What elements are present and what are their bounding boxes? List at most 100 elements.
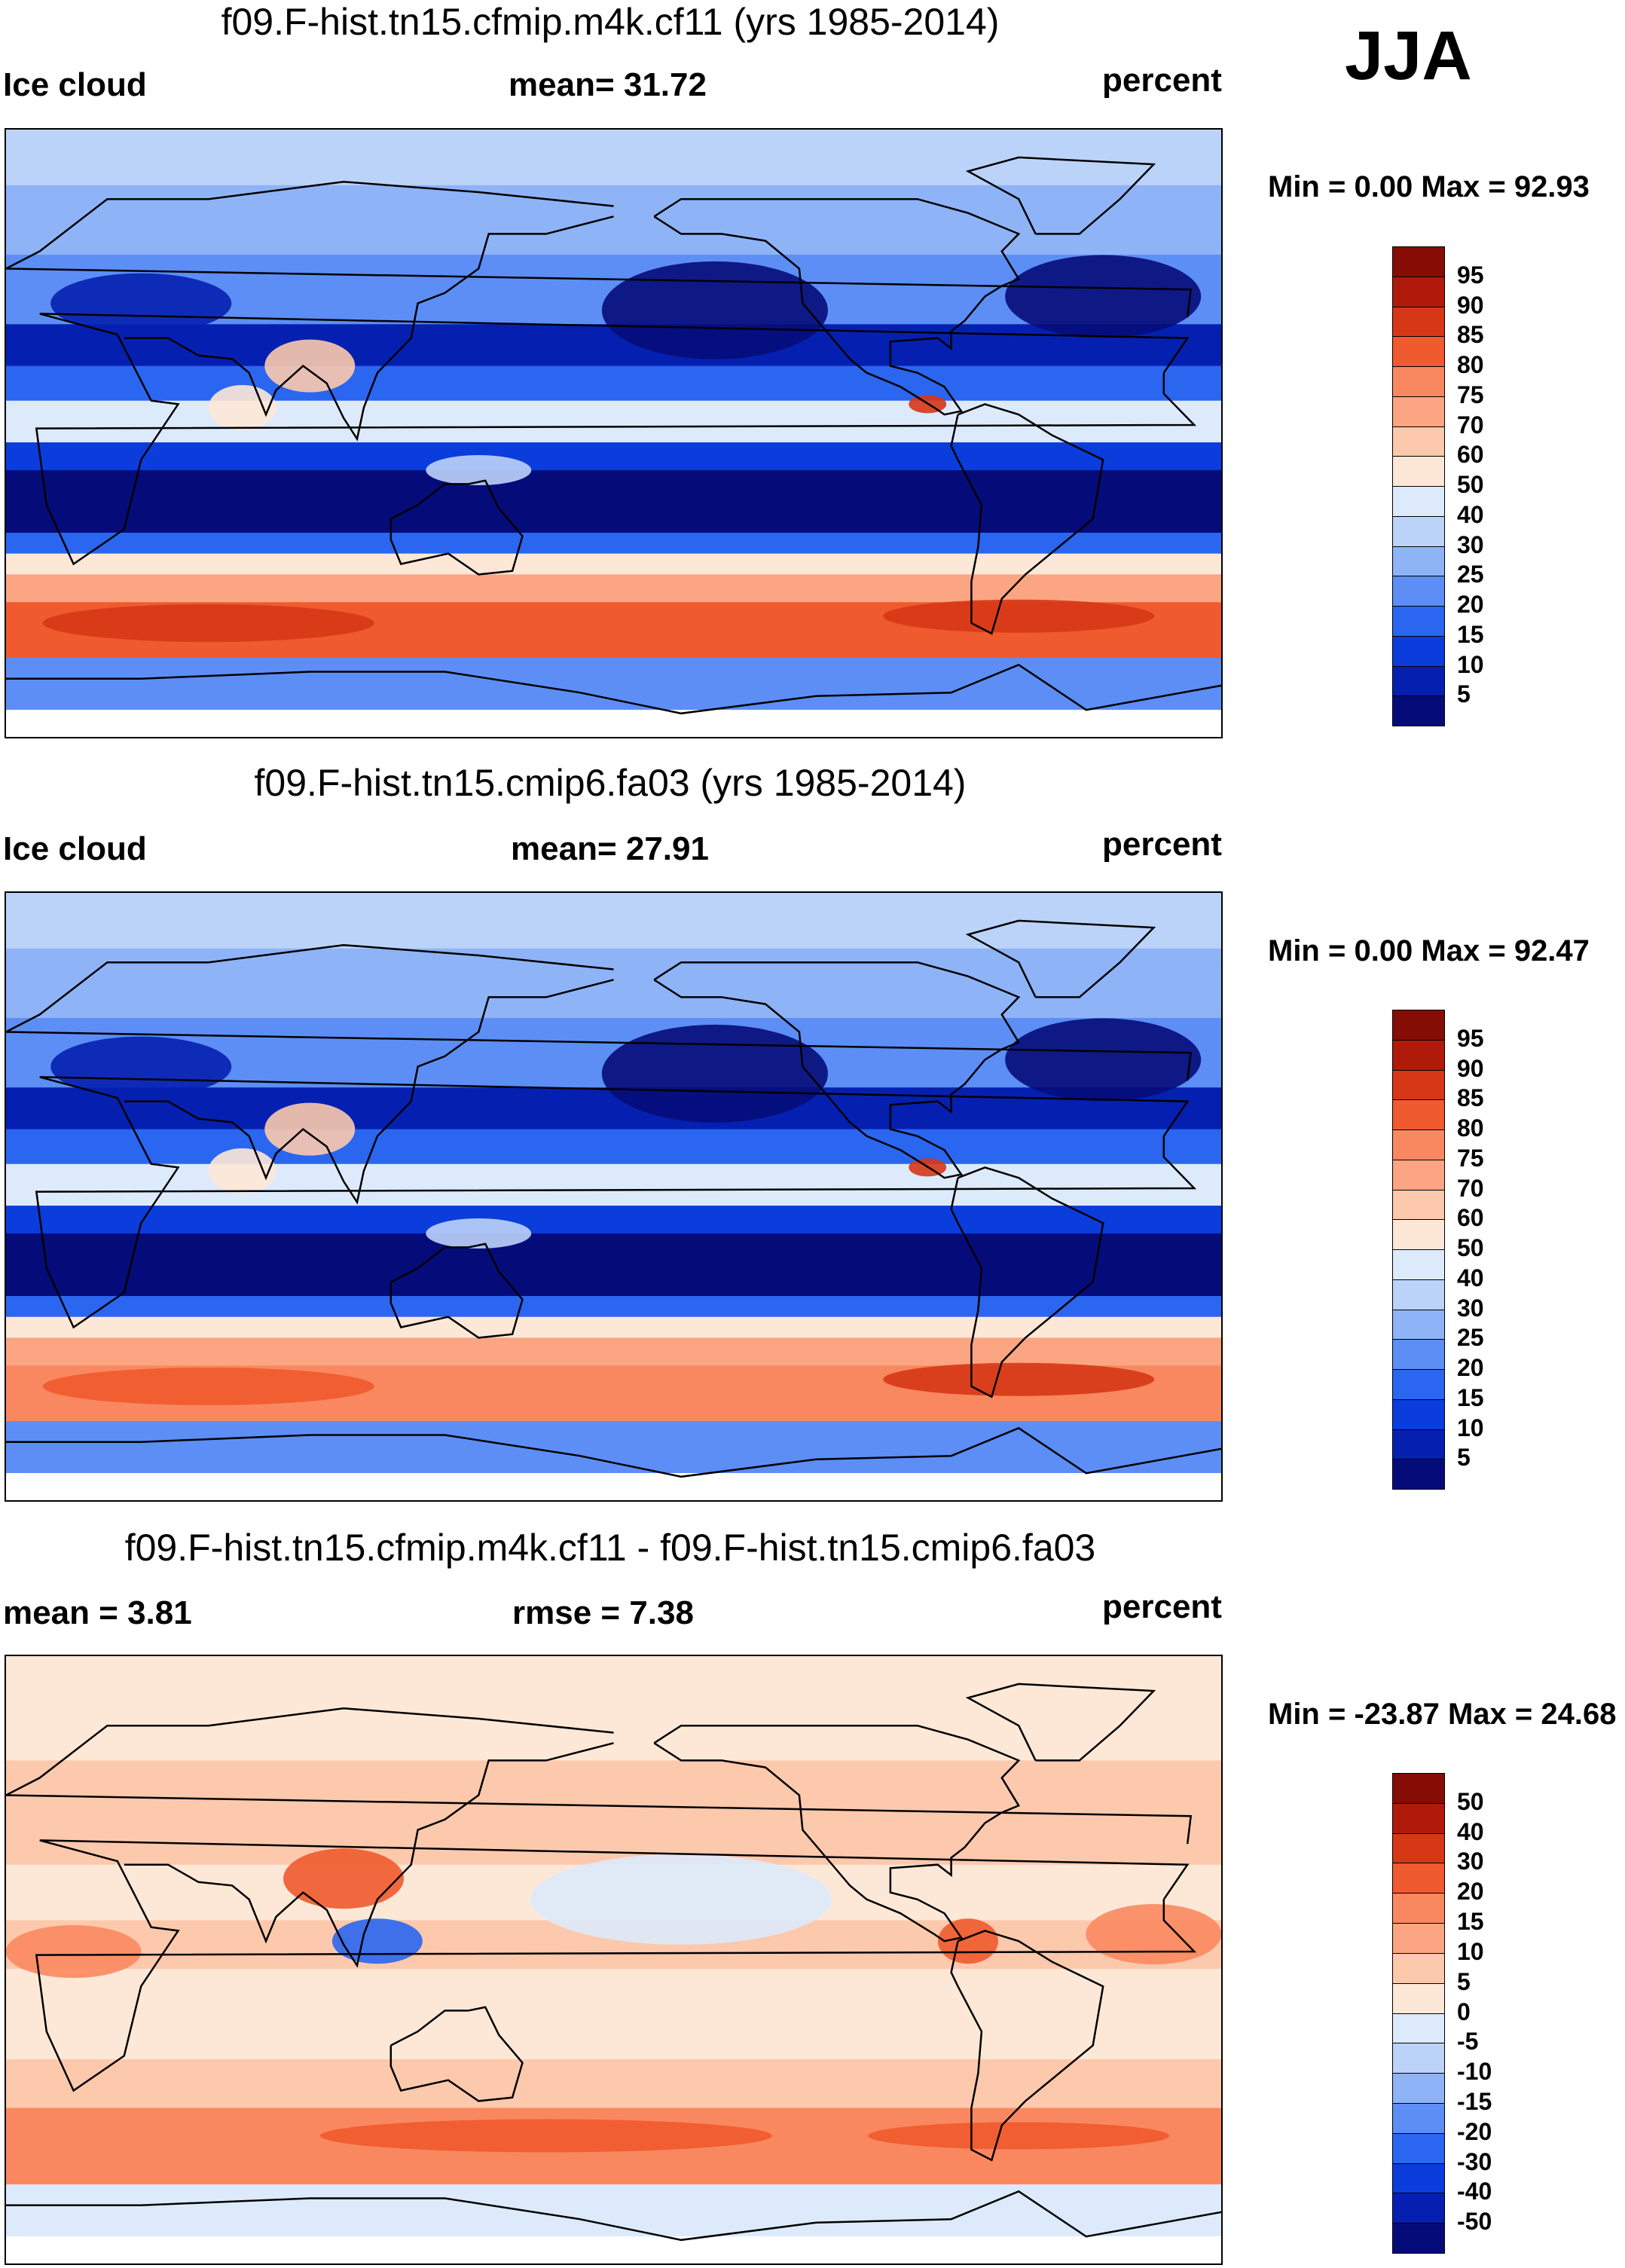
field-feature (208, 1148, 276, 1194)
field-band (6, 1157, 1221, 1165)
field-band (6, 428, 1221, 436)
colorbar-tick-label: 90 (1457, 1054, 1484, 1082)
field-band (6, 2038, 1221, 2046)
field-band (6, 365, 1221, 374)
field-band (6, 560, 1221, 569)
field-band (6, 435, 1221, 444)
field-band (6, 533, 1221, 541)
field-band (6, 1393, 1221, 1401)
colorbar-segment (1392, 576, 1445, 607)
panel-2-mean: mean= 27.91 (511, 830, 709, 867)
field-band (6, 699, 1221, 708)
field-band (6, 1247, 1221, 1255)
colorbar-tick-label: 40 (1457, 500, 1484, 528)
coastline (653, 1724, 1021, 1942)
field-band (6, 2198, 1221, 2206)
panel-3-units: percent (1102, 1588, 1222, 1625)
field-band (6, 1379, 1221, 1387)
field-band (6, 2226, 1221, 2234)
colorbar-tick-label: -50 (1457, 2208, 1492, 2236)
panel-3-title: f09.F-hist.tn15.cfmip.m4k.cf11 - f09.F-h… (124, 1527, 1096, 1569)
field-band (6, 2163, 1221, 2172)
coastline (124, 979, 614, 1205)
colorbar-segment (1392, 1952, 1445, 1984)
colorbar-tick-label: 5 (1457, 1967, 1471, 1995)
panel-1-colorbar: 95 90 85 80 75 70 60 50 40 30 25 20 15 10 5 (1392, 246, 1484, 726)
coastline (6, 943, 1193, 1081)
field-band (6, 1101, 1221, 1109)
field-band (6, 581, 1221, 589)
coastline (389, 479, 524, 576)
colorbar-segment (1392, 1923, 1445, 1954)
colorbar-segment (1392, 1459, 1445, 1490)
colorbar-tick-label: 15 (1457, 1383, 1484, 1411)
field-band (6, 1725, 1221, 1734)
field-band (6, 920, 1221, 929)
field-band (6, 2086, 1221, 2095)
colorbar-tick-label: 60 (1457, 1204, 1484, 1232)
coastline (653, 961, 1021, 1179)
field-band (6, 1108, 1221, 1117)
colorbar-segment (1392, 1773, 1445, 1804)
field-band (6, 1955, 1221, 1963)
field-band (6, 2219, 1221, 2227)
field-band (6, 261, 1221, 270)
field-band (6, 240, 1221, 249)
colorbar-segment (1392, 606, 1445, 637)
colorbar-segment (1392, 1069, 1445, 1101)
field-band (6, 1310, 1221, 1318)
field-feature (1005, 255, 1202, 338)
colorbar-tick-label: 20 (1457, 1354, 1484, 1381)
field-band (6, 1435, 1221, 1443)
field-band (6, 192, 1221, 200)
panel-1-mean: mean= 31.72 (509, 66, 707, 103)
colorbar-segment (1392, 246, 1445, 277)
panel-2-units: percent (1102, 826, 1222, 863)
field-band (6, 1414, 1221, 1423)
colorbar-tick-label: 75 (1457, 1144, 1484, 1172)
field-band (6, 539, 1221, 548)
field-band (6, 1961, 1221, 1970)
field-feature (1005, 1018, 1202, 1102)
field-band (6, 1711, 1221, 1720)
field-band (6, 1143, 1221, 1151)
coastline (389, 2006, 524, 2102)
field-band (6, 1191, 1221, 1200)
panel-2-field-label: Ice cloud (3, 830, 147, 867)
field-band (6, 518, 1221, 527)
field-band (6, 1219, 1221, 1227)
field-band (6, 692, 1221, 701)
coastline (124, 1742, 614, 1968)
field-feature (319, 2119, 772, 2153)
field-band (6, 2149, 1221, 2158)
field-band (6, 1233, 1221, 1242)
field-band (6, 171, 1221, 179)
field-band (6, 2073, 1221, 2081)
colorbar-segment (1392, 1309, 1445, 1340)
field-band (6, 1691, 1221, 1699)
field-band (6, 1129, 1221, 1137)
panel-2-title: f09.F-hist.tn15.cmip6.fa03 (yrs 1985-201… (254, 762, 967, 804)
colorbar-tick-label: 40 (1457, 1264, 1484, 1291)
colorbar-segment (1392, 1369, 1445, 1400)
colorbar-segment (1392, 1219, 1445, 1250)
field-band (6, 650, 1221, 659)
field-band (6, 1337, 1221, 1346)
field-band (6, 1122, 1221, 1130)
colorbar-segment (1392, 1398, 1445, 1430)
field-band (6, 1094, 1221, 1102)
field-band (6, 1359, 1221, 1367)
field-band (6, 1323, 1221, 1332)
colorbar-segment (1392, 635, 1445, 667)
field-band (6, 1996, 1221, 2005)
field-band (6, 164, 1221, 173)
field-band (6, 934, 1221, 943)
colorbar-segment (1392, 2013, 1445, 2044)
coastline (6, 180, 1193, 318)
field-band (6, 1670, 1221, 1678)
field-band (6, 955, 1221, 964)
colorbar-segment (1392, 2163, 1445, 2194)
field-band (6, 983, 1221, 992)
field-band (6, 1163, 1221, 1172)
field-feature (530, 1854, 832, 1945)
